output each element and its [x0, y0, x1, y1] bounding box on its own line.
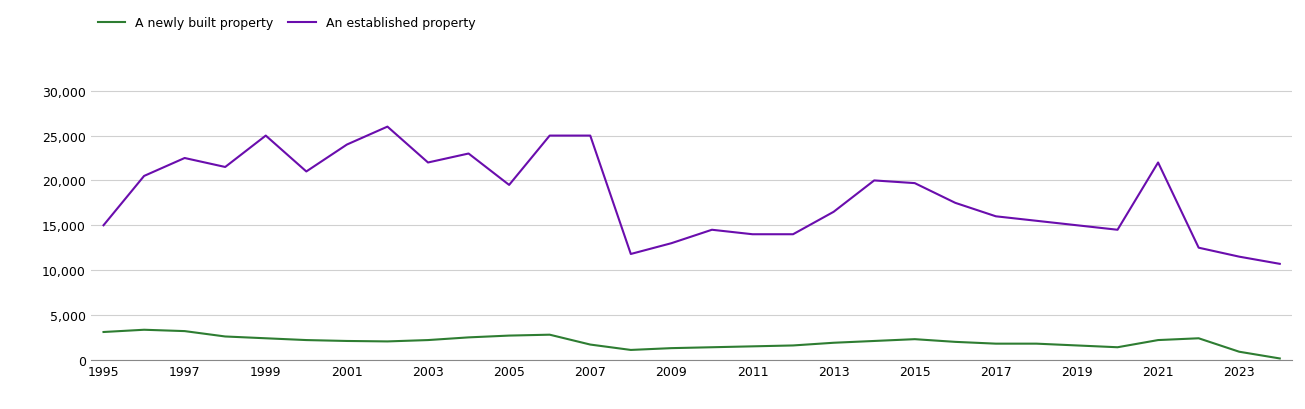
An established property	[1109, 228, 1125, 233]
An established property	[1150, 161, 1165, 166]
A newly built property	[622, 348, 638, 353]
A newly built property	[867, 339, 882, 344]
An established property	[1272, 262, 1288, 267]
A newly built property	[1028, 342, 1044, 346]
A newly built property	[826, 340, 842, 345]
A newly built property	[582, 342, 598, 347]
Line: A newly built property: A newly built property	[103, 330, 1280, 359]
A newly built property	[95, 330, 111, 335]
A newly built property	[1191, 336, 1207, 341]
A newly built property	[1150, 338, 1165, 343]
An established property	[663, 241, 679, 246]
An established property	[461, 152, 476, 157]
A newly built property	[663, 346, 679, 351]
An established property	[622, 252, 638, 257]
A newly built property	[988, 342, 1004, 346]
An established property	[867, 179, 882, 184]
A newly built property	[745, 344, 761, 349]
A newly built property	[542, 333, 557, 337]
An established property	[1191, 246, 1207, 251]
Line: An established property: An established property	[103, 127, 1280, 264]
An established property	[420, 161, 436, 166]
A newly built property	[786, 343, 801, 348]
An established property	[988, 214, 1004, 219]
A newly built property	[299, 338, 315, 343]
A newly built property	[380, 339, 395, 344]
An established property	[907, 181, 923, 186]
A newly built property	[176, 329, 192, 334]
An established property	[826, 210, 842, 215]
An established property	[176, 156, 192, 161]
An established property	[1232, 254, 1248, 259]
A newly built property	[461, 335, 476, 340]
An established property	[582, 134, 598, 139]
An established property	[299, 170, 315, 175]
A newly built property	[501, 333, 517, 338]
A newly built property	[136, 328, 151, 333]
An established property	[380, 125, 395, 130]
An established property	[786, 232, 801, 237]
An established property	[947, 201, 963, 206]
An established property	[1069, 223, 1084, 228]
An established property	[705, 228, 720, 233]
A newly built property	[420, 338, 436, 343]
A newly built property	[258, 336, 274, 341]
An established property	[542, 134, 557, 139]
A newly built property	[705, 345, 720, 350]
An established property	[136, 174, 151, 179]
A newly built property	[1272, 356, 1288, 361]
An established property	[745, 232, 761, 237]
A newly built property	[947, 339, 963, 344]
A newly built property	[907, 337, 923, 342]
A newly built property	[1109, 345, 1125, 350]
An established property	[501, 183, 517, 188]
A newly built property	[218, 334, 234, 339]
An established property	[95, 223, 111, 228]
An established property	[258, 134, 274, 139]
A newly built property	[339, 339, 355, 344]
An established property	[339, 143, 355, 148]
A newly built property	[1069, 343, 1084, 348]
An established property	[1028, 219, 1044, 224]
A newly built property	[1232, 349, 1248, 354]
An established property	[218, 165, 234, 170]
Legend: A newly built property, An established property: A newly built property, An established p…	[98, 17, 475, 30]
